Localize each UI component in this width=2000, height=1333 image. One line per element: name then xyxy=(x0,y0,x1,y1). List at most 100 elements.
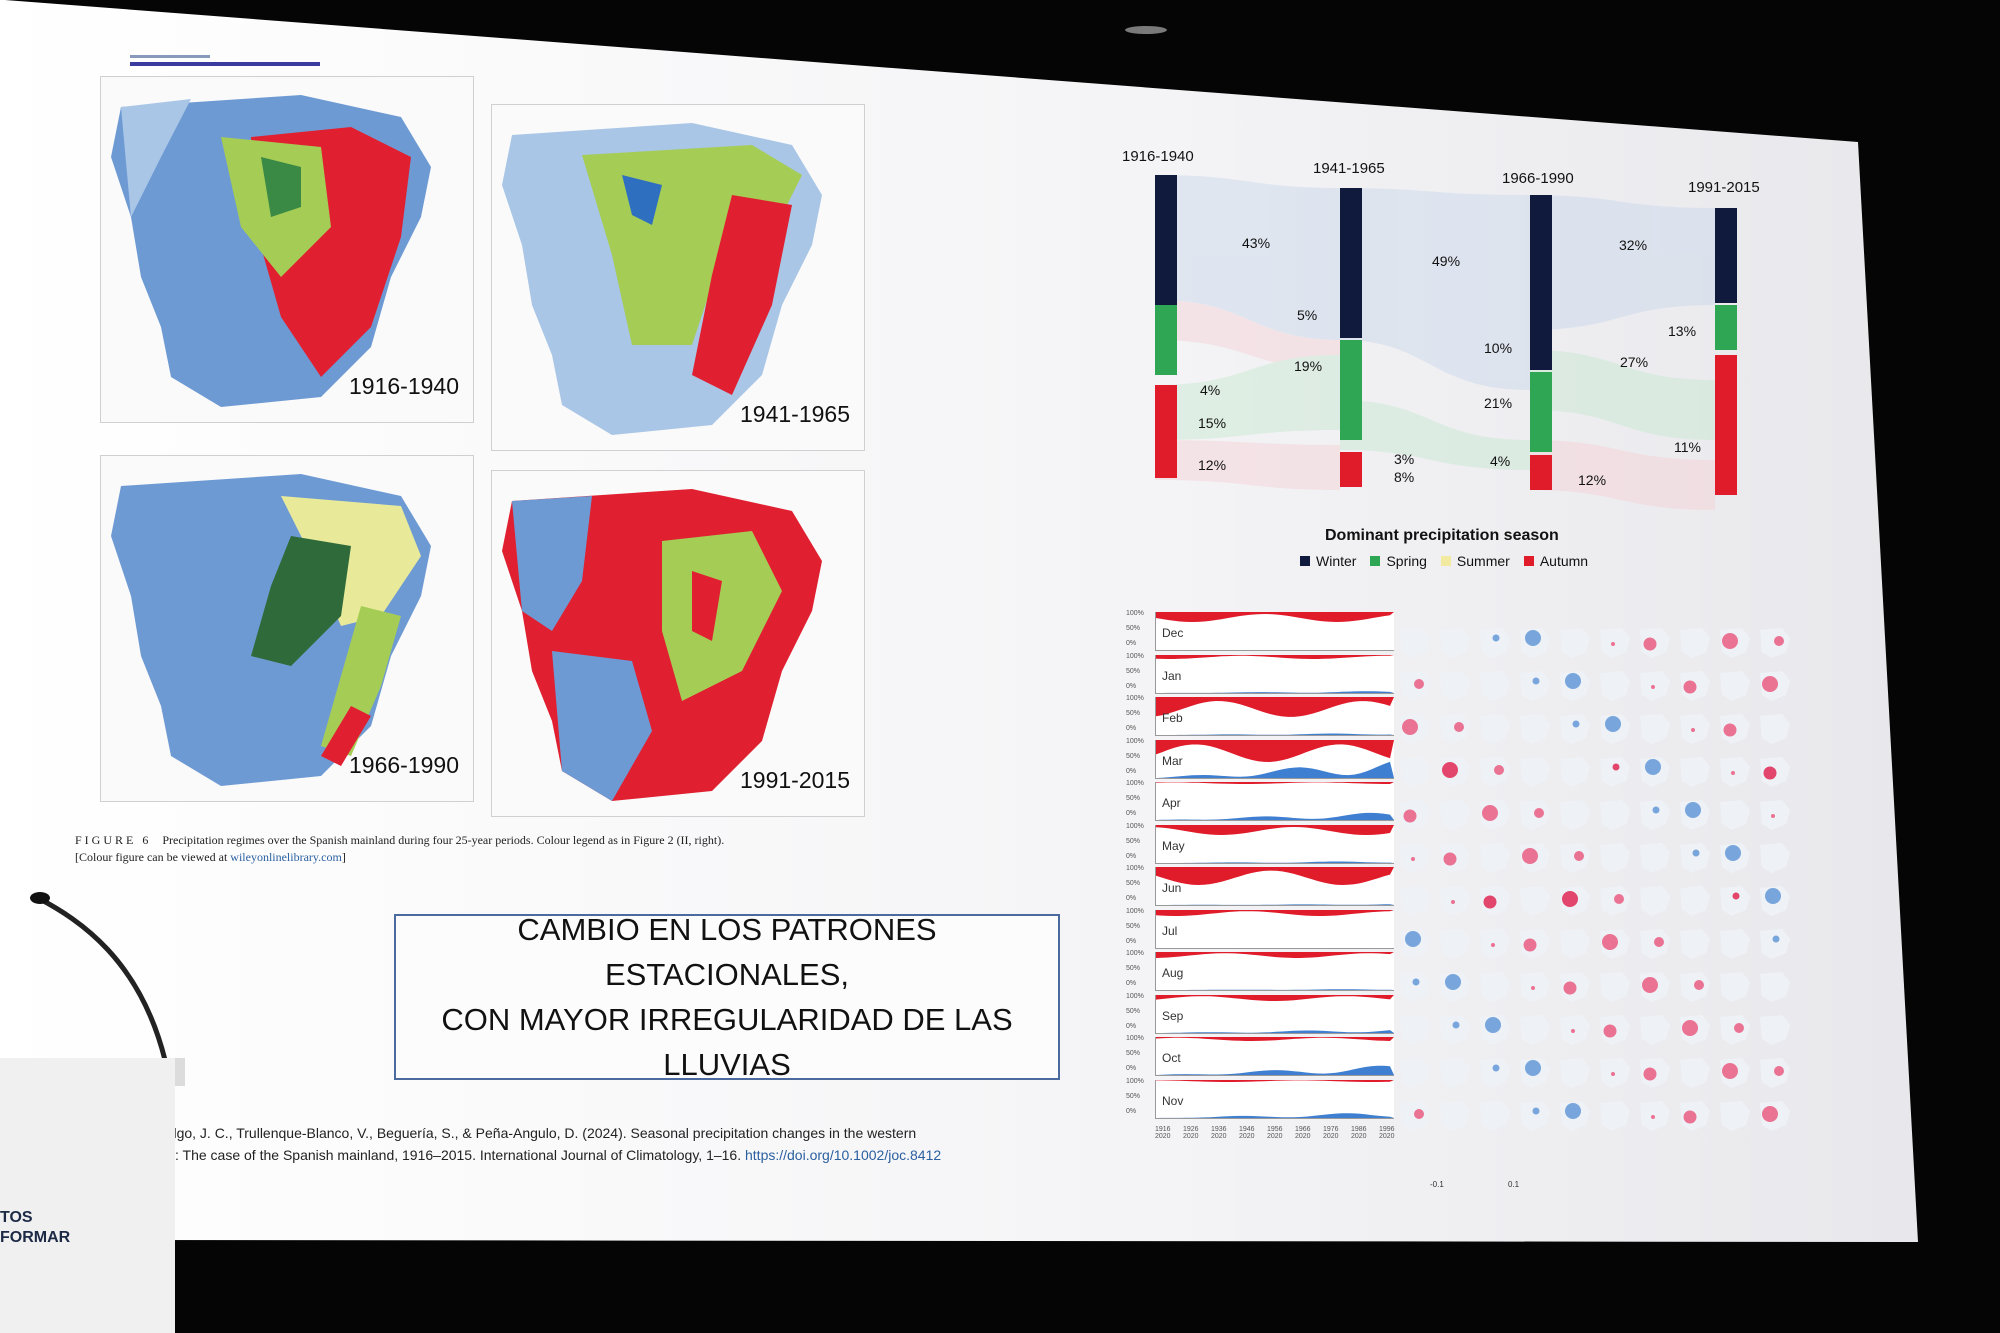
mini-map xyxy=(1520,972,1550,1002)
pct-label: 32% xyxy=(1619,237,1648,253)
map-panel-2: 1941-1965 xyxy=(491,104,865,451)
mini-map xyxy=(1440,757,1470,787)
x-tick: 1956 2020 xyxy=(1267,1126,1283,1140)
mini-map xyxy=(1760,800,1790,830)
legend-label: Spring xyxy=(1386,553,1427,569)
mini-map xyxy=(1640,843,1670,873)
autumn-share-area xyxy=(1156,824,1394,835)
mini-map xyxy=(1600,929,1630,959)
month-area-chart xyxy=(1156,994,1394,1033)
mini-map xyxy=(1560,843,1590,873)
month-row: 100% 50% 0% Aug xyxy=(1126,950,1394,991)
percent-tick: 50% xyxy=(1126,710,1141,717)
mini-map xyxy=(1560,1101,1590,1131)
pct-label: 4% xyxy=(1490,453,1511,469)
month-row: 100% 50% 0% Apr xyxy=(1126,780,1394,821)
mini-map xyxy=(1560,671,1590,701)
month-row: 100% 50% 0% Dec xyxy=(1126,610,1394,651)
mini-map xyxy=(1680,929,1710,959)
mini-map xyxy=(1400,800,1430,830)
percent-tick: 50% xyxy=(1126,965,1141,972)
autumn-share-area xyxy=(1156,697,1394,717)
percent-tick: 0% xyxy=(1126,895,1137,902)
mini-map xyxy=(1760,1058,1790,1088)
podium-text-line-1: TOS xyxy=(0,1209,33,1226)
mini-map xyxy=(1720,1058,1750,1088)
slide-title-line-2: CON MAYOR IRREGULARIDAD DE LAS xyxy=(441,1002,1013,1037)
mini-map xyxy=(1400,886,1430,916)
winter-share-area xyxy=(1156,761,1394,778)
monthly-trend-panel: 100% 50% 0% Dec 100% 50% 0% Jan 100% 50% 0% Feb 100%… xyxy=(1125,610,1395,1142)
percent-tick: 100% xyxy=(1126,610,1144,617)
legend-title: Dominant precipitation season xyxy=(1325,527,1559,544)
month-area-chart xyxy=(1156,654,1394,693)
month-row: 100% 50% 0% Jan xyxy=(1126,653,1394,694)
pct-label: 49% xyxy=(1432,253,1461,269)
month-label: Jun xyxy=(1162,881,1182,895)
percent-tick: 100% xyxy=(1126,907,1144,915)
autumn-share-area xyxy=(1156,952,1394,958)
mini-map xyxy=(1560,757,1590,787)
mini-map xyxy=(1520,1058,1550,1088)
node-spring-2 xyxy=(1340,340,1362,440)
mini-map xyxy=(1640,1101,1670,1131)
percent-tick: 100% xyxy=(1126,1077,1144,1085)
citation-line-2: Basin: The case of the Spanish mainland,… xyxy=(140,1147,742,1163)
x-tick: 1936 2020 xyxy=(1211,1126,1227,1140)
mini-map xyxy=(1760,757,1790,787)
autumn-share-area xyxy=(1156,1079,1394,1082)
mini-map xyxy=(1760,929,1790,959)
mini-map xyxy=(1560,1015,1590,1045)
percent-tick: 0% xyxy=(1126,937,1137,945)
month-label: Oct xyxy=(1162,1051,1181,1065)
x-tick: 1986 2020 xyxy=(1351,1126,1367,1140)
month-label: Apr xyxy=(1162,796,1181,810)
legend: Winter Spring Summer Autumn xyxy=(1300,553,1588,569)
mini-map xyxy=(1440,1058,1470,1088)
citation-doi-link[interactable]: https://doi.org/10.1002/joc.8412 xyxy=(745,1147,942,1163)
month-label: May xyxy=(1162,838,1185,853)
mini-map xyxy=(1640,671,1670,701)
percent-tick: 100% xyxy=(1126,737,1144,745)
autumn-share-area xyxy=(1156,1037,1394,1041)
mini-map xyxy=(1400,1015,1430,1045)
autumn-share-area xyxy=(1156,782,1394,784)
slide-title-box: CAMBIO EN LOS PATRONES ESTACIONALES, CON… xyxy=(394,912,1060,1082)
mini-map xyxy=(1560,628,1590,658)
percent-tick: 0% xyxy=(1126,725,1137,732)
spain-map-1 xyxy=(111,95,431,407)
flow-autumn-autumn-3 xyxy=(1530,440,1715,510)
node-spring-1 xyxy=(1155,305,1177,375)
citation: -Hidalgo, J. C., Trullenque-Blanco, V., … xyxy=(140,1122,1050,1166)
mini-map xyxy=(1640,1058,1670,1088)
mini-map xyxy=(1640,800,1670,830)
mini-map xyxy=(1400,714,1430,744)
mini-map xyxy=(1520,714,1550,744)
node-spring-4 xyxy=(1715,305,1737,350)
month-label: Dec xyxy=(1162,626,1184,640)
x-tick: 1976 2020 xyxy=(1323,1126,1339,1140)
node-autumn-3 xyxy=(1530,455,1552,490)
mini-map xyxy=(1400,1101,1430,1131)
percent-tick: 100% xyxy=(1126,1035,1144,1042)
month-row: 100% 50% 0% Jul xyxy=(1126,908,1394,949)
scale-left-label: -0.1 xyxy=(1430,1180,1444,1189)
mini-map xyxy=(1400,757,1430,787)
podium xyxy=(0,1058,175,1333)
winter-share-area xyxy=(1156,861,1394,863)
mini-map xyxy=(1520,757,1550,787)
mini-map xyxy=(1480,1015,1510,1045)
percent-tick: 50% xyxy=(1126,625,1141,632)
percent-tick: 50% xyxy=(1126,752,1141,760)
caption-link[interactable]: wileyonlinelibrary.com xyxy=(230,850,342,864)
mini-map xyxy=(1760,972,1790,1002)
percent-tick: 0% xyxy=(1126,1022,1137,1030)
x-tick: 1946 2020 xyxy=(1239,1126,1255,1140)
month-row: 100% 50% 0% Feb xyxy=(1126,695,1394,736)
pct-label: 43% xyxy=(1242,235,1271,251)
month-label: Mar xyxy=(1162,753,1183,768)
mini-map xyxy=(1680,628,1710,658)
mini-map xyxy=(1720,1015,1750,1045)
mini-map xyxy=(1720,800,1750,830)
mini-map xyxy=(1680,800,1710,830)
